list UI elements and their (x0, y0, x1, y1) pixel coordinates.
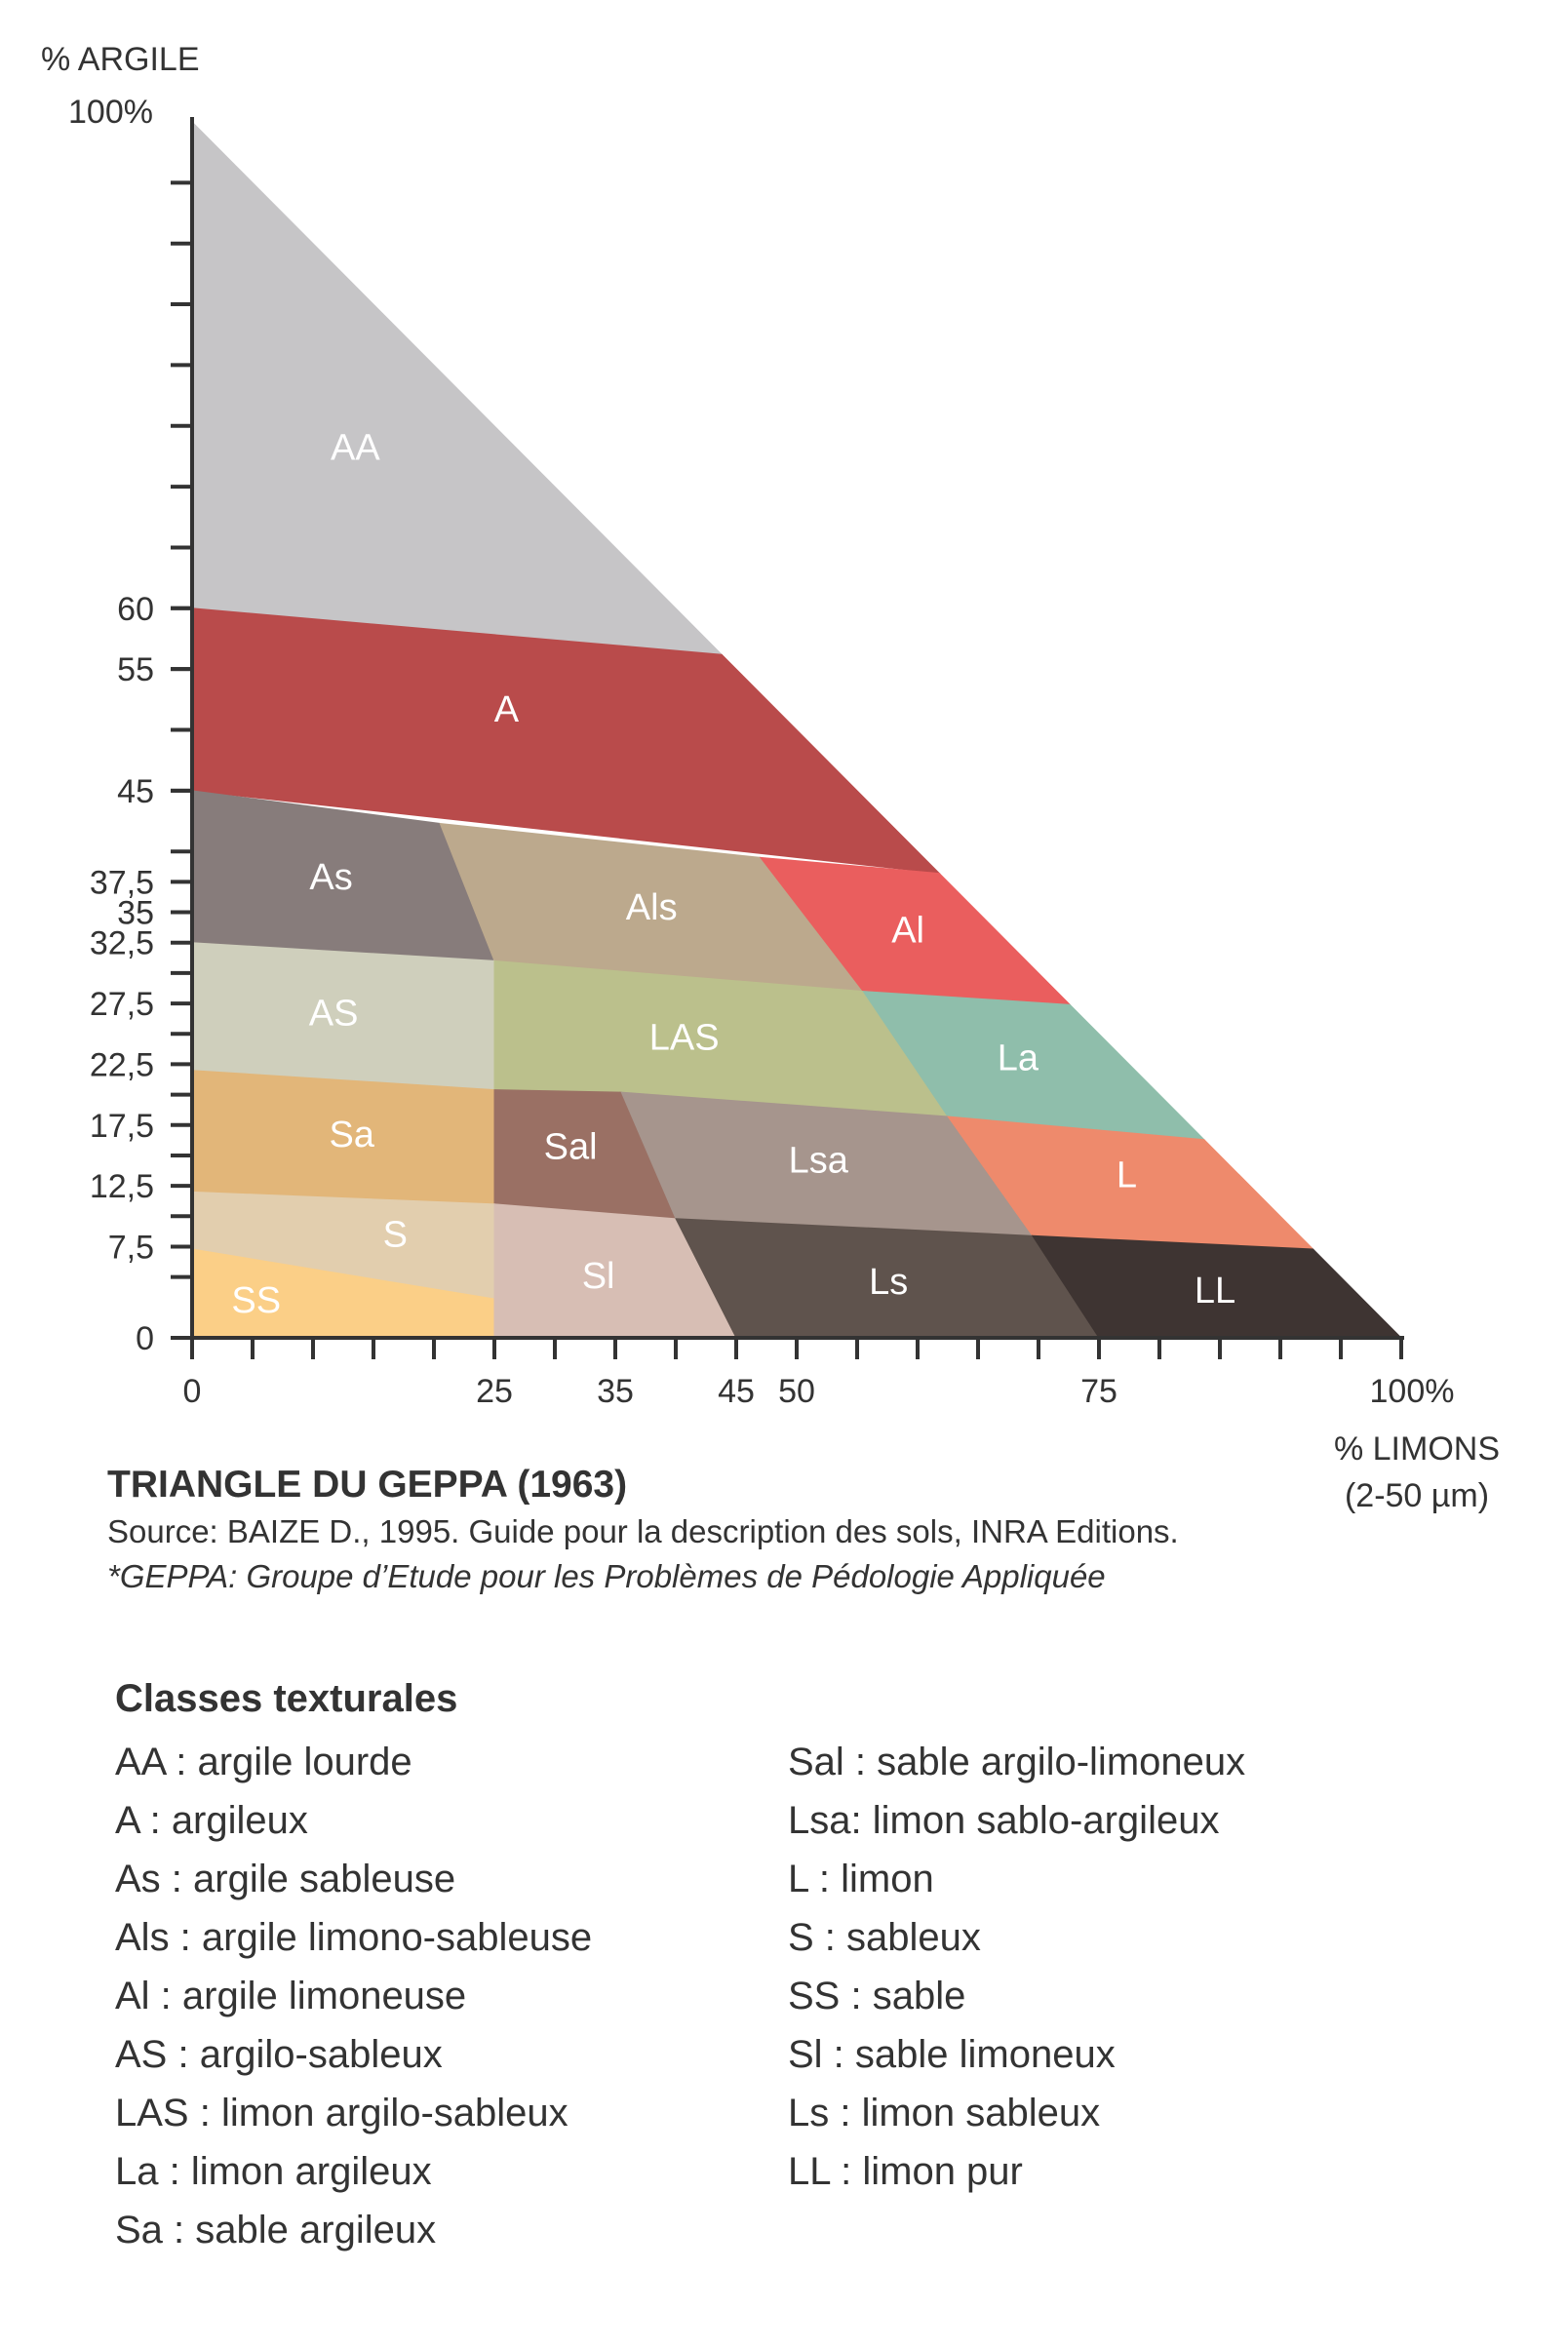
zone-label-ls: Ls (869, 1262, 908, 1303)
diagram-title: TRIANGLE DU GEPPA (1963) (107, 1464, 628, 1506)
x-axis-end-label: 100% (1370, 1373, 1455, 1410)
zone-label-lsa: Lsa (789, 1140, 849, 1181)
x-axis-tick-labels: 0 25 35 45 50 75 (183, 1373, 1117, 1410)
zone-label-as: As (309, 857, 352, 898)
legend-item: SS : sable (788, 1975, 966, 2017)
x-tick-label: 45 (718, 1373, 755, 1410)
y-tick-label: 27,5 (90, 986, 154, 1023)
y-tick-label: 17,5 (90, 1108, 154, 1145)
legend-item: As : argile sableuse (115, 1858, 456, 1900)
y-tick-label: 12,5 (90, 1168, 154, 1205)
texture-zones (191, 120, 1403, 1339)
zone-label-las: LAS (649, 1018, 720, 1059)
zone-label-sa: Sa (329, 1115, 374, 1155)
y-axis-ticks (171, 180, 192, 1340)
legend-title: Classes texturales (115, 1677, 458, 1720)
legend-left-column: AA : argile lourde A : argileux As : argil… (115, 1733, 788, 2259)
x-tick-label: 25 (476, 1373, 513, 1410)
legend-item: S : sableux (788, 1916, 981, 1959)
legend-right-column: Sal : sable argilo-limoneux Lsa: limon sa… (788, 1733, 1461, 2259)
y-axis-top-label: 100% (68, 94, 153, 131)
y-tick-label: 32,5 (90, 925, 154, 962)
zone-label-as: AS (309, 994, 359, 1035)
legend-item: AS : argilo-sableux (115, 2033, 443, 2076)
axes: % ARGILE 100% 60554537,53532,527,522,517… (41, 41, 1500, 1463)
legend-item: La : limon argileux (115, 2150, 432, 2193)
x-tick-label: 50 (778, 1373, 815, 1410)
y-tick-label: 60 (117, 591, 154, 628)
acronym-note: *GEPPA: Groupe d’Etude pour les Problème… (107, 1558, 1106, 1594)
zone-label-ll: LL (1195, 1271, 1235, 1312)
zone-label-sal: Sal (544, 1127, 598, 1168)
y-tick-label: 55 (117, 651, 154, 688)
zone-label-ss: SS (231, 1280, 281, 1321)
legend-item: LL : limon pur (788, 2150, 1023, 2193)
zone-label-l: L (1117, 1155, 1137, 1195)
legend-item: Als : argile limono-sableuse (115, 1916, 593, 1959)
zone-label-aa: AA (331, 428, 380, 469)
legend-item: A : argileux (115, 1799, 308, 1842)
legend-item: Sl : sable limoneux (788, 2033, 1116, 2076)
zone-label-s: S (383, 1215, 408, 1256)
y-tick-label: 37,5 (90, 864, 154, 901)
zone-label-als: Als (626, 887, 678, 928)
legend-item: Sa : sable argileux (115, 2209, 437, 2251)
y-axis-title: % ARGILE (41, 41, 200, 78)
zone-label-a: A (494, 689, 520, 730)
legend-item: AA : argile lourde (115, 1741, 412, 1783)
zone-label-sl: Sl (582, 1256, 615, 1297)
source-citation: Source: BAIZE D., 1995. Guide pour la de… (107, 1513, 1179, 1549)
zone-aa (191, 120, 724, 655)
zone-label-al: Al (891, 911, 924, 952)
y-tick-label: 22,5 (90, 1046, 154, 1083)
y-tick-label: 0 (136, 1320, 154, 1357)
zone-label-la: La (998, 1038, 1039, 1079)
x-tick-label: 0 (183, 1373, 202, 1410)
x-axis-ticks (190, 1338, 1403, 1359)
caption: TRIANGLE DU GEPPA (1963) Source: BAIZE D… (107, 1461, 1375, 1599)
legend-item: Ls : limon sableux (788, 2092, 1101, 2134)
y-tick-label: 45 (117, 773, 154, 810)
legend-item: LAS : limon argilo-sableux (115, 2092, 568, 2134)
legend-item: Lsa: limon sablo-argileux (788, 1799, 1220, 1842)
x-tick-label: 75 (1080, 1373, 1117, 1410)
x-axis-subtitle: (2-50 µm) (1344, 1477, 1490, 1514)
y-tick-label: 35 (117, 895, 154, 932)
legend-item: Al : argile limoneuse (115, 1975, 467, 2017)
y-tick-label: 7,5 (108, 1229, 154, 1266)
x-tick-label: 35 (597, 1373, 634, 1410)
legend: Classes texturales AA : argile lourde A :… (115, 1672, 1500, 2259)
legend-item: Sal : sable argilo-limoneux (788, 1741, 1246, 1783)
legend-item: L : limon (788, 1858, 934, 1900)
x-axis-title: % LIMONS (1334, 1430, 1500, 1463)
